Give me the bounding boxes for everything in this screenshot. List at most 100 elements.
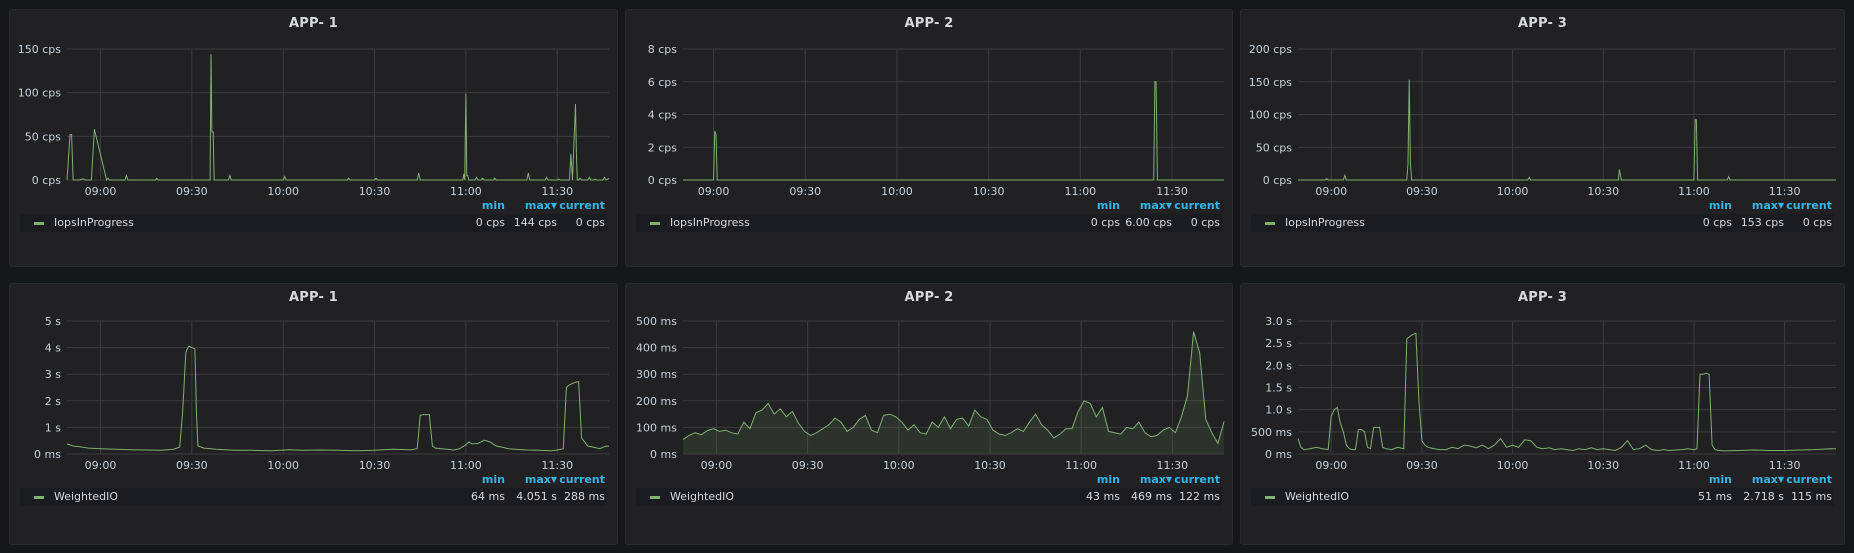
y-tick-label: 0 cps (32, 174, 62, 187)
y-tick-label: 150 cps (18, 43, 62, 56)
legend-header-label: max (1751, 199, 1778, 212)
panel-app2-weightedio: APP- 2 0 ms 100 ms 200 ms 300 ms 400 ms 500 ms… (625, 283, 1233, 545)
legend-header-max[interactable]: max▼ (1752, 473, 1784, 486)
x-tick-label: 11:30 (1769, 185, 1801, 198)
x-tick-label: 09:30 (792, 459, 824, 472)
legend-series-name[interactable]: IopsInProgress (1285, 216, 1365, 229)
legend-header-min[interactable]: min (1097, 199, 1120, 212)
legend-header-current[interactable]: current (1174, 473, 1220, 486)
legend-value-min: 0 cps (475, 216, 505, 229)
legend-series-name[interactable]: WeightedIO (670, 490, 734, 503)
y-tick-label: 300 ms (636, 368, 677, 381)
legend-header-max[interactable]: max▼ (1752, 199, 1784, 212)
legend-color-swatch[interactable] (1265, 222, 1275, 225)
legend-header-current[interactable]: current (559, 473, 605, 486)
panel-title[interactable]: APP- 3 (1517, 16, 1568, 31)
legend-header-label: current (1786, 199, 1832, 212)
x-tick-label: 11:00 (1678, 459, 1710, 472)
legend-series-name[interactable]: WeightedIO (1285, 490, 1349, 503)
sort-desc-icon: ▼ (550, 475, 557, 484)
legend-row[interactable]: IopsInProgress 0 cps 144 cps 0 cps (20, 214, 607, 232)
legend-header-current[interactable]: current (1786, 473, 1832, 486)
x-tick-label: 10:30 (1587, 459, 1619, 472)
panel-title[interactable]: APP- 2 (904, 16, 954, 31)
series-line-IopsInProgress[interactable] (1298, 79, 1836, 181)
legend-header-min[interactable]: min (1097, 473, 1120, 486)
chart-plot: 0 cps 50 cps 100 cps 150 cps 09:00 09:30 10:00… (18, 43, 610, 198)
legend-color-swatch[interactable] (34, 222, 44, 225)
x-tick-label: 09:00 (85, 185, 117, 198)
series-line-IopsInProgress[interactable] (66, 54, 610, 182)
legend-series-name[interactable]: WeightedIO (54, 490, 118, 503)
legend-row[interactable]: WeightedIO 64 ms 4.051 s 288 ms (20, 488, 607, 506)
legend-header-label: current (1174, 473, 1220, 486)
panel-app3-weightedio: APP- 3 0 ms 500 ms 1.0 s 1.5 s 2.0 s 2.5 s 3.0 … (1240, 283, 1845, 545)
legend-value-max: 153 cps (1740, 216, 1784, 229)
sort-desc-icon: ▼ (1165, 201, 1172, 210)
legend-header-label: current (559, 199, 605, 212)
series-line-WeightedIO[interactable] (1297, 332, 1837, 452)
x-tick-label: 10:30 (973, 185, 1005, 198)
y-tick-label: 2 s (45, 395, 61, 408)
x-tick-label: 11:30 (1769, 459, 1801, 472)
chart-plot: 0 cps 2 cps 4 cps 6 cps 8 cps 09:00 09:30 10:00… (648, 43, 1224, 198)
legend-header-current[interactable]: current (559, 199, 605, 212)
x-tick-label: 09:00 (701, 459, 733, 472)
panel-title[interactable]: APP- 1 (288, 16, 339, 31)
series-line-WeightedIO[interactable] (682, 331, 1225, 445)
legend-series-name[interactable]: IopsInProgress (670, 216, 750, 229)
legend-row[interactable]: IopsInProgress 0 cps 6.00 cps 0 cps (636, 214, 1222, 232)
legend-value-max: 6.00 cps (1125, 216, 1172, 229)
x-tick-label: 11:00 (450, 185, 482, 198)
legend-value-min: 0 cps (1090, 216, 1120, 229)
legend-value-min: 51 ms (1698, 490, 1732, 503)
legend-header-min[interactable]: min (482, 199, 505, 212)
legend-color-swatch[interactable] (650, 496, 660, 499)
legend-header-max[interactable]: max▼ (525, 473, 557, 486)
legend-value-max: 2.718 s (1743, 490, 1784, 503)
legend-color-swatch[interactable] (1265, 496, 1275, 499)
y-tick-label: 5 s (45, 315, 61, 328)
legend-series-name[interactable]: IopsInProgress (54, 216, 134, 229)
y-tick-label: 100 cps (18, 87, 62, 100)
legend-header-label: min (1096, 473, 1120, 486)
series-line-IopsInProgress[interactable] (683, 81, 1224, 181)
legend-header-min[interactable]: min (1709, 473, 1732, 486)
panel-title[interactable]: APP- 1 (288, 290, 339, 305)
x-tick-label: 11:00 (450, 459, 482, 472)
chart-plot: 0 ms 500 ms 1.0 s 1.5 s 2.0 s 2.5 s 3.0 s 09:00… (1251, 315, 1837, 472)
x-tick-label: 09:30 (176, 459, 208, 472)
legend-header-current[interactable]: current (1786, 199, 1832, 212)
legend-row[interactable]: IopsInProgress 0 cps 153 cps 0 cps (1251, 214, 1834, 232)
x-tick-label: 11:00 (1678, 185, 1710, 198)
y-tick-label: 0 ms (34, 448, 61, 461)
series-line-WeightedIO[interactable] (66, 345, 610, 452)
legend-header-current[interactable]: current (1174, 199, 1220, 212)
y-tick-label: 0 ms (1265, 448, 1292, 461)
legend-color-swatch[interactable] (34, 496, 44, 499)
legend-header-max[interactable]: max▼ (1140, 199, 1172, 212)
legend-value-max: 144 cps (513, 216, 557, 229)
x-tick-label: 10:00 (267, 185, 299, 198)
y-tick-label: 200 ms (636, 395, 677, 408)
panel-title[interactable]: APP- 2 (904, 290, 954, 305)
legend-value-current: 115 ms (1791, 490, 1832, 503)
sort-desc-icon: ▼ (550, 201, 557, 210)
legend-header-max[interactable]: max▼ (525, 199, 557, 212)
panel-title[interactable]: APP- 3 (1517, 290, 1568, 305)
legend-value-max: 469 ms (1131, 490, 1172, 503)
x-tick-label: 10:30 (359, 185, 391, 198)
legend-header-min[interactable]: min (1709, 199, 1732, 212)
x-tick-label: 09:30 (1406, 459, 1438, 472)
legend-header-label: max (1751, 473, 1778, 486)
y-tick-label: 0 ms (650, 448, 677, 461)
y-tick-label: 500 ms (1251, 426, 1292, 439)
legend-row[interactable]: WeightedIO 51 ms 2.718 s 115 ms (1251, 488, 1834, 506)
legend-color-swatch[interactable] (650, 222, 660, 225)
legend-value-min: 64 ms (471, 490, 505, 503)
y-tick-label: 500 ms (636, 315, 677, 328)
legend-header-min[interactable]: min (482, 473, 505, 486)
legend-header-max[interactable]: max▼ (1140, 473, 1172, 486)
legend-row[interactable]: WeightedIO 43 ms 469 ms 122 ms (636, 488, 1222, 506)
chart-plot: 0 cps 50 cps 100 cps 150 cps 200 cps 09:00 09:… (1249, 43, 1836, 198)
